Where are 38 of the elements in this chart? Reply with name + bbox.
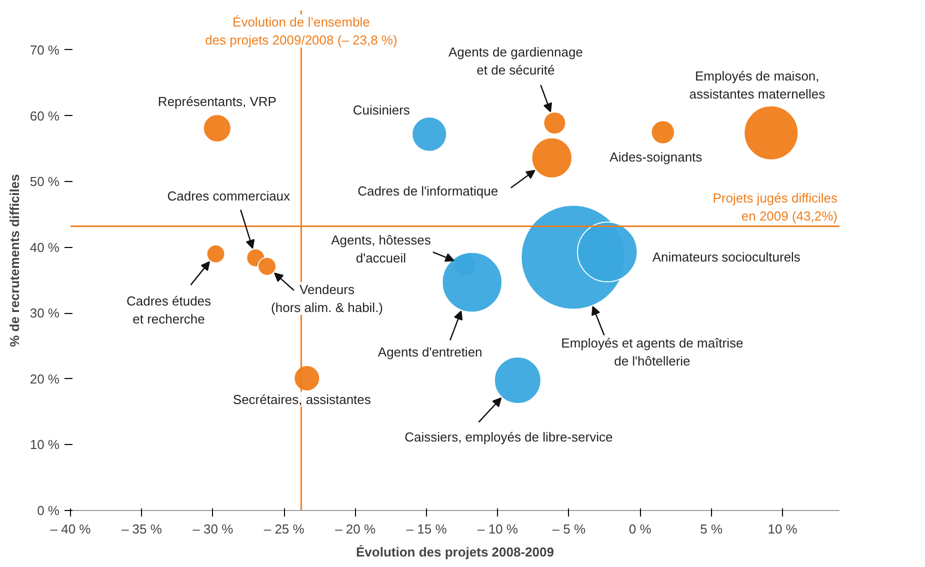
text: Caissiers, employés de libre-service [404,430,613,445]
x-tick-label: – 35 % [121,522,162,536]
x-tick-label: – 40 % [50,522,92,536]
series-label: Cuisiniers [352,102,410,118]
series-label: Secrétaires, assistantes [232,392,372,407]
x-axis-title: Évolution des projets 2008-2009 [356,544,554,560]
series-label: Employés de maison, assistantes maternelles [689,68,826,102]
y-tick-label: 0 % [37,503,60,518]
y-tick-label: 30 % [30,306,60,321]
y-tick-label: 70 % [30,42,60,58]
x-tick-label: 0 % [628,522,652,536]
ref-line-label: Évolution de l’ensemble des projets 2009/2008 (– 23,8 %) [205,14,398,48]
x-tick-label: – 20 % [335,522,376,536]
x-tick-label: 5 % [700,522,723,536]
series-label: Aides-soignants [610,150,703,165]
series-label: Agents, hôtesses d'accueil [331,232,432,266]
y-tick-label: 40 % [30,240,60,255]
x-tick-label: 10 % [768,522,798,536]
y-tick-label: 20 % [30,371,60,386]
text: Agents de gardiennage et de sécurité [448,44,583,78]
text: Cadres de l'informatique [358,183,498,198]
y-tick-label: 50 % [30,174,60,190]
x-tick-label: – 15 % [406,522,448,536]
ref-line-label: Projets jugés difficiles en 2009 (43,2%) [712,190,838,224]
x-tick-label: – 25 % [264,522,305,536]
y-axis-title: % de recrutements difficiles [6,174,22,347]
text: Employés et agents de maîtrise de l'hôtellerie [561,336,744,369]
y-tick-label: 10 % [30,437,60,452]
text: Agents d'entretien [378,344,482,360]
text: Cadres commerciaux [167,188,291,204]
x-tick-label: – 5 % [552,522,586,536]
y-tick-label: 60 % [30,108,60,124]
x-tick-label: – 30 % [192,522,234,536]
series-label: Animateurs socioculturels [652,249,801,264]
series-label: Représentants, VRP [158,94,276,109]
x-tick-label: – 10 % [477,522,518,536]
text: Cadres études et recherche [126,293,212,326]
series-label: Vendeurs (hors alim. & habil.) [271,282,384,315]
